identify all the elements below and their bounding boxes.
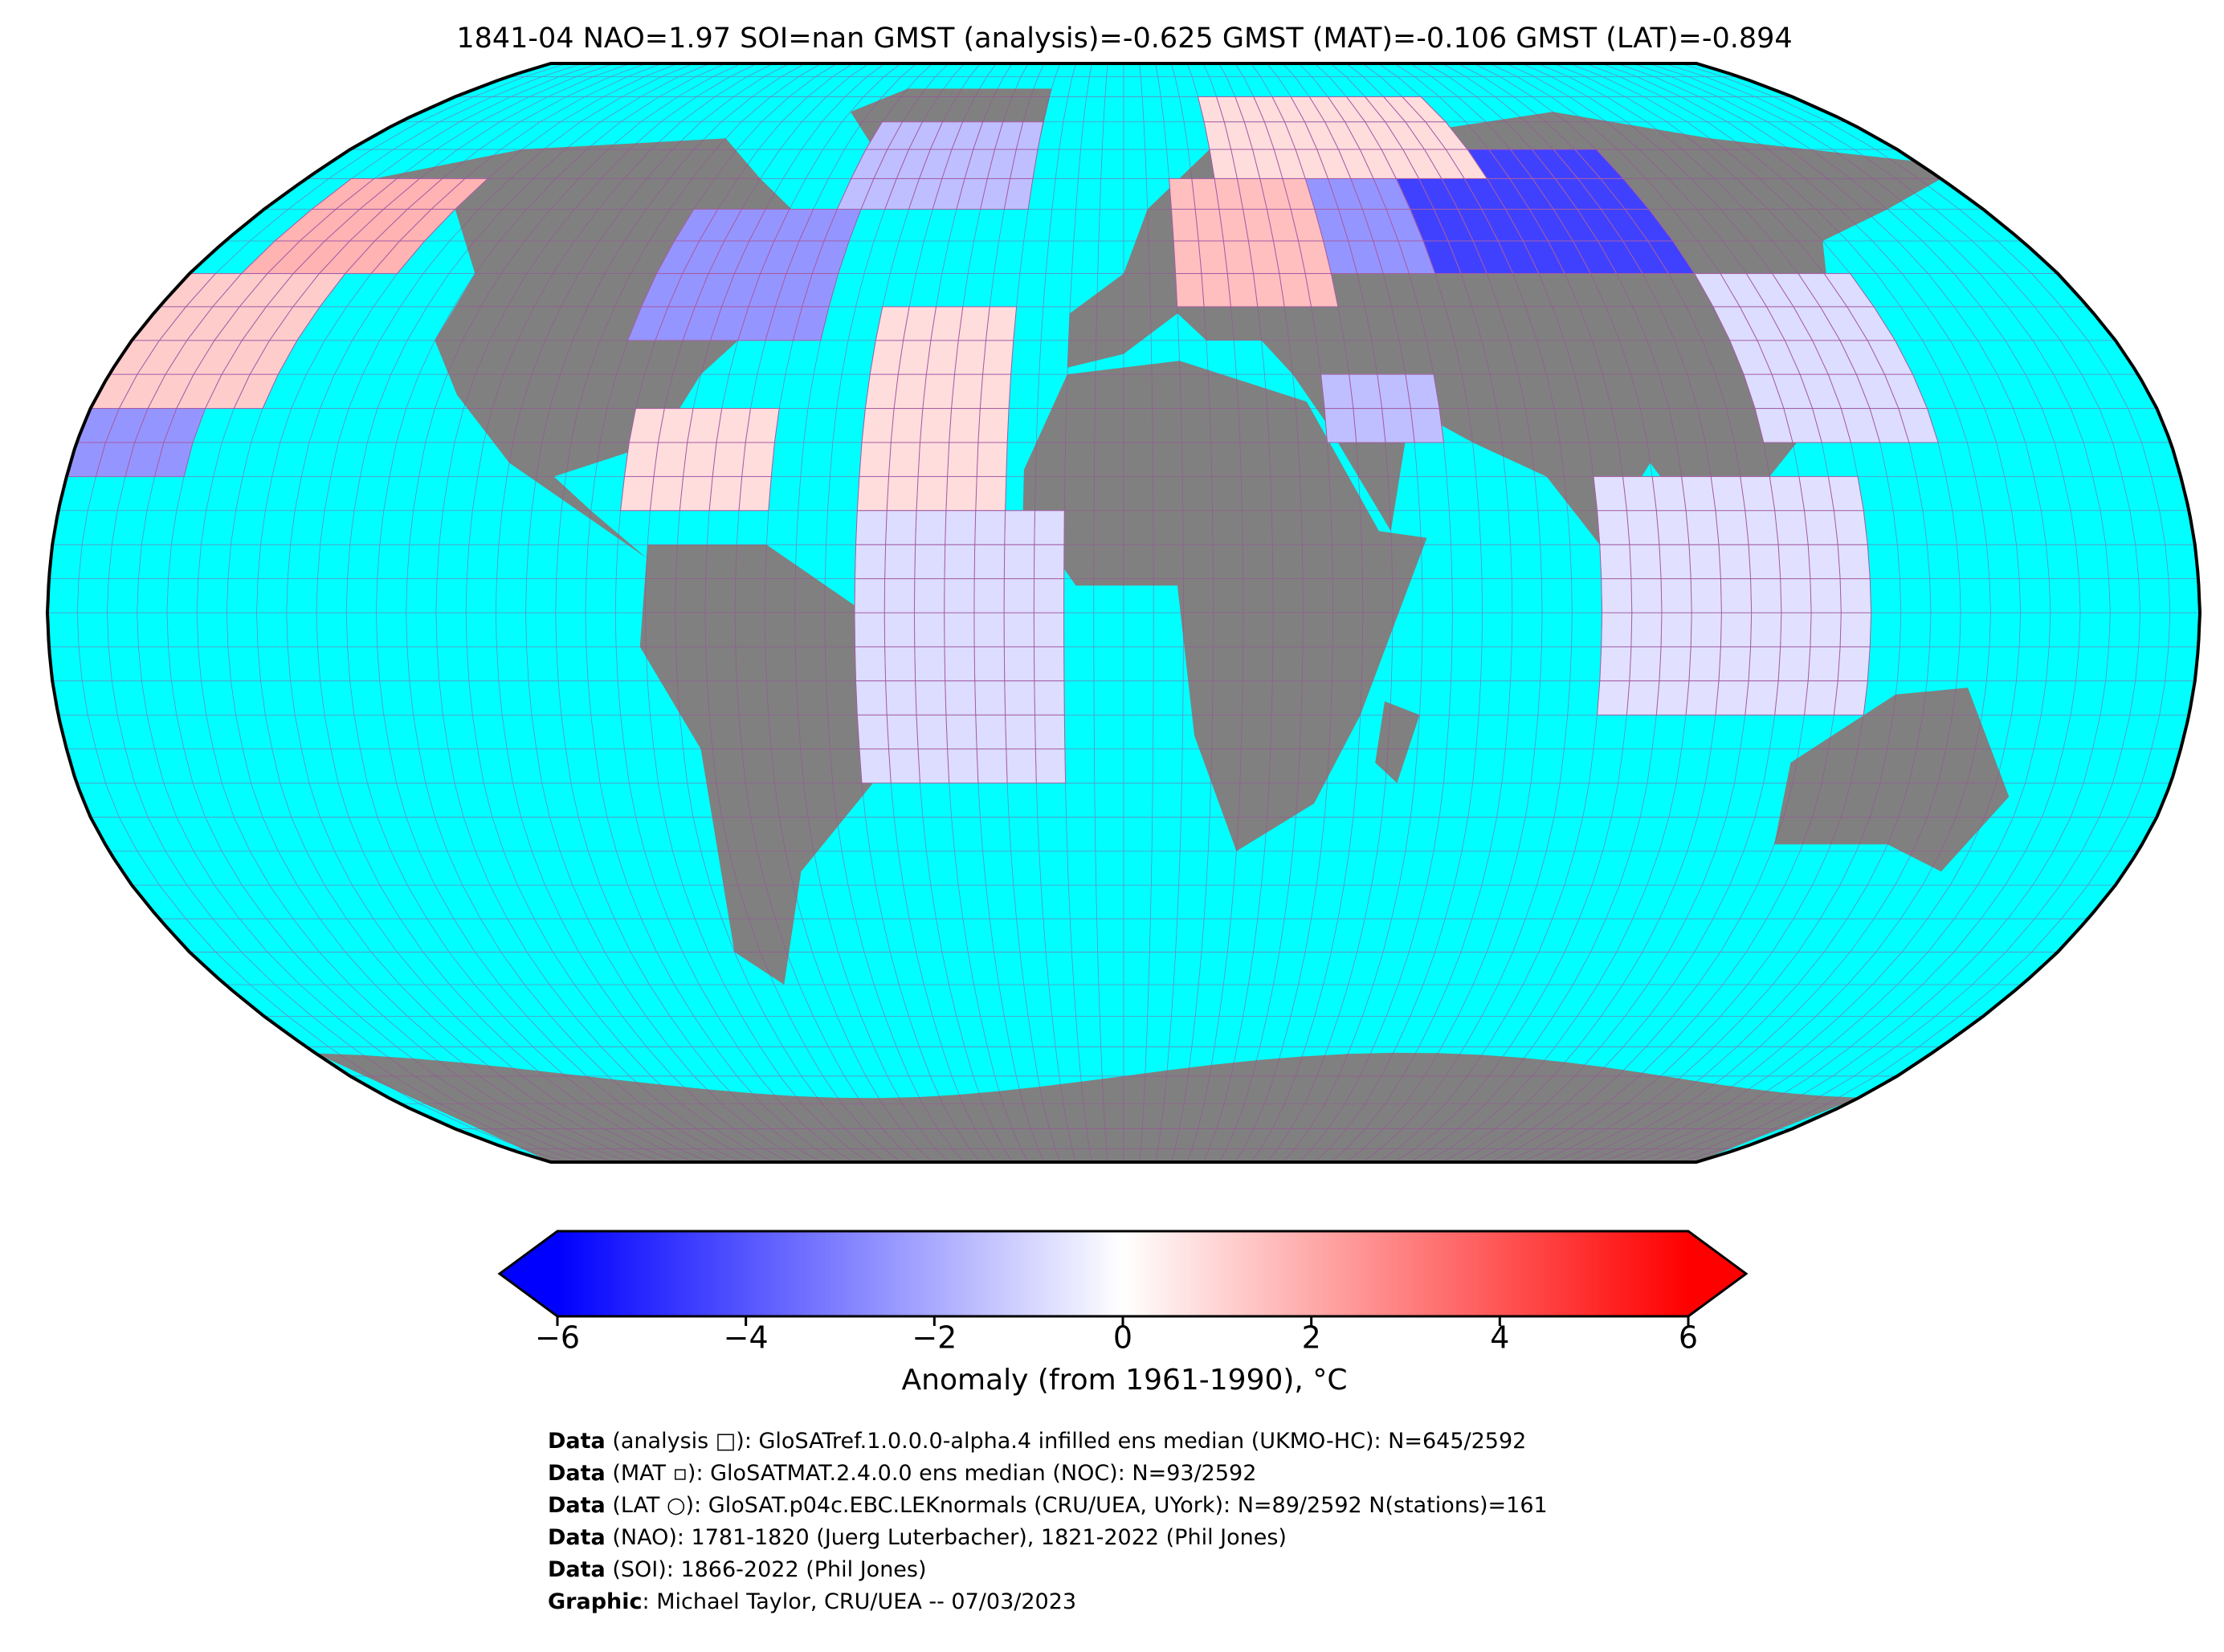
footer-label: Data [548, 1429, 606, 1454]
footer-text: (LAT ○): GloSAT.p04c.EBC.LEKnormals (CRU… [606, 1493, 1548, 1518]
colorbar-extend-low [500, 1231, 557, 1316]
colorbar-tick-label: 6 [1679, 1320, 1698, 1356]
footer-label: Data [548, 1557, 606, 1582]
footer-line: Data (NAO): 1781-1820 (Juerg Luterbacher… [548, 1525, 1287, 1550]
footer-line: Graphic: Michael Taylor, CRU/UEA -- 07/0… [548, 1589, 1076, 1614]
footer-label: Graphic [548, 1589, 643, 1614]
colorbar-tick-label: −6 [535, 1320, 580, 1356]
footer-text: (NAO): 1781-1820 (Juerg Luterbacher), 18… [606, 1525, 1287, 1550]
colorbar-tick-label: 4 [1490, 1320, 1509, 1356]
footer-line: Data (LAT ○): GloSAT.p04c.EBC.LEKnormals… [548, 1493, 1548, 1518]
land [639, 545, 915, 985]
footer-label: Data [548, 1493, 606, 1518]
map-border [45, 62, 2202, 1164]
title: 1841-04 NAO=1.97 SOI=nan GMST (analysis)… [456, 22, 1792, 55]
land [316, 1052, 1859, 1162]
anomaly-cell [620, 408, 780, 512]
footer-text: (MAT ▫): GloSATMAT.2.4.0.0 ens median (N… [606, 1461, 1257, 1486]
colorbar: −6 −4 −2 0 2 4 6 [497, 1230, 1749, 1356]
land [1375, 701, 1420, 783]
colorbar-tick-label: −4 [724, 1320, 769, 1356]
colorbar-tick-label: 2 [1302, 1320, 1321, 1356]
colorbar-label: Anomaly (from 1961-1990), °C [902, 1364, 1348, 1397]
anomaly-cell [1593, 475, 1872, 716]
colorbar-body [557, 1231, 1688, 1316]
footer-line: Data (analysis □): GloSATref.1.0.0.0-alp… [548, 1429, 1526, 1454]
footer: Data (analysis □): GloSATref.1.0.0.0-alp… [548, 1429, 1548, 1614]
footer-text: : Michael Taylor, CRU/UEA -- 07/03/2023 [643, 1589, 1077, 1614]
graticule [47, 63, 2200, 1163]
colorbar-extend-high [1688, 1231, 1746, 1316]
colorbar-tick-label: −2 [912, 1320, 957, 1356]
footer-line: Data (SOI): 1866-2022 (Phil Jones) [548, 1557, 927, 1582]
footer-text: (SOI): 1866-2022 (Phil Jones) [606, 1557, 927, 1582]
footer-line: Data (MAT ▫): GloSATMAT.2.4.0.0 ens medi… [548, 1461, 1256, 1486]
colorbar-tick-label: 0 [1113, 1320, 1132, 1356]
footer-text: (analysis □): GloSATref.1.0.0.0-alpha.4 … [606, 1429, 1527, 1454]
footer-label: Data [548, 1461, 606, 1486]
map [45, 62, 2202, 1164]
land [1774, 687, 2010, 872]
footer-label: Data [548, 1525, 606, 1550]
